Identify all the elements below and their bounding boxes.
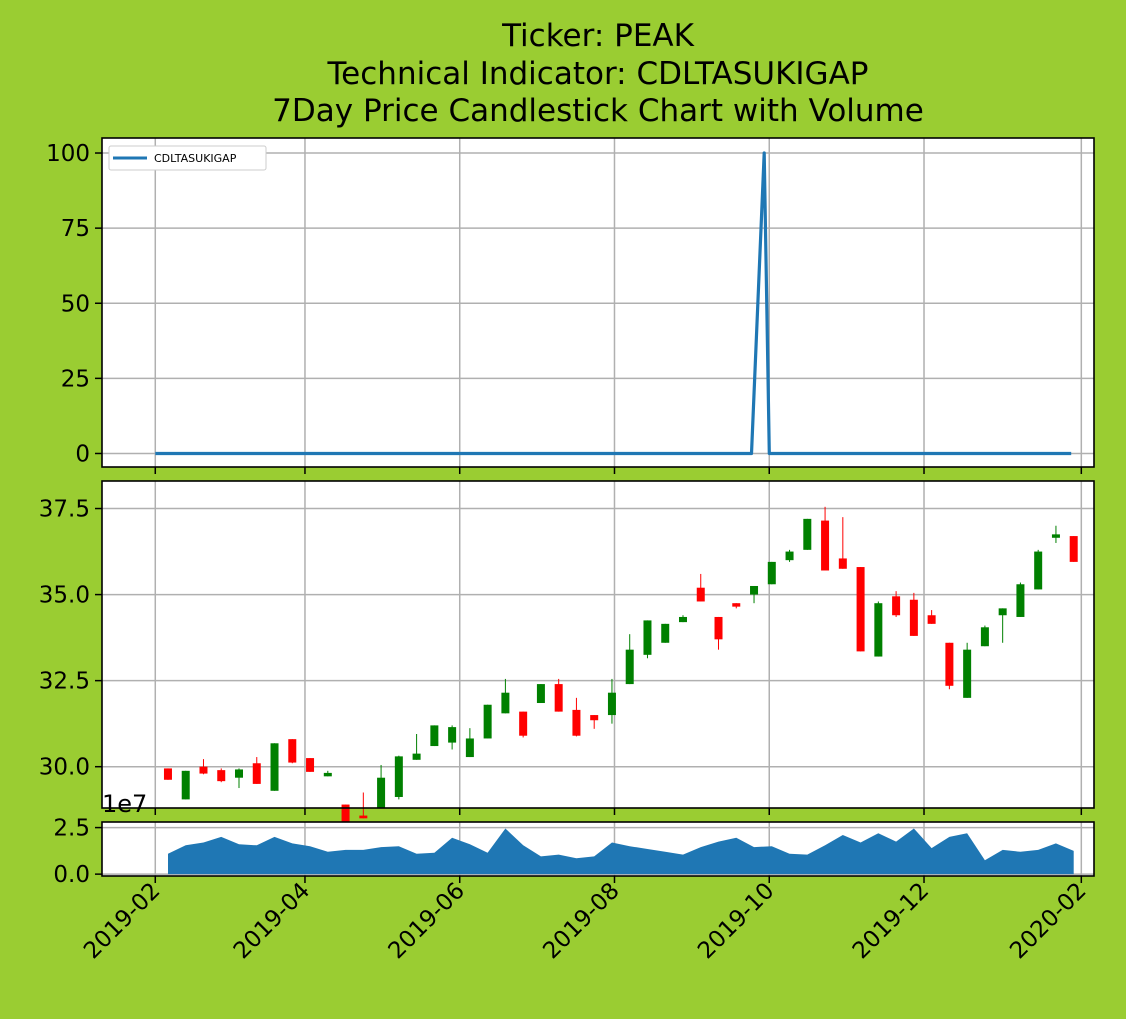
candle-body	[341, 804, 350, 826]
indicator-frame	[101, 137, 1095, 468]
candle-body	[767, 561, 776, 585]
candle-body	[732, 603, 741, 607]
volume-ytick-label: 2.5	[53, 816, 90, 842]
candle-body	[607, 692, 616, 716]
legend-label: CDLTASUKIGAP	[154, 152, 237, 165]
candle-body	[785, 551, 794, 561]
price-plot-area	[102, 481, 1094, 808]
candle-body	[678, 616, 687, 623]
candle-body	[288, 739, 297, 763]
candle-body	[306, 758, 315, 772]
candle-body	[519, 711, 528, 736]
candle-body	[980, 627, 989, 647]
indicator-plot-area	[102, 138, 1094, 467]
candle-body	[909, 599, 918, 636]
candle-body	[572, 709, 581, 736]
candle-body	[856, 567, 865, 652]
candle-body	[714, 616, 723, 640]
candle-body	[483, 704, 492, 739]
candle-body	[323, 772, 332, 777]
candle-body	[1051, 534, 1060, 538]
candle-body	[963, 649, 972, 698]
volume-area	[168, 828, 1074, 875]
candle-body	[696, 587, 705, 602]
candle-body	[163, 768, 172, 780]
indicator-ytick-label: 0	[75, 441, 90, 467]
candle-body	[1069, 536, 1078, 562]
price-ytick-label: 35.0	[39, 583, 90, 609]
candle-body	[181, 770, 190, 800]
chart-title-line-2: Technical Indicator: CDLTASUKIGAP	[327, 56, 869, 92]
indicator-panel: 0 25 50 75 100	[46, 137, 1095, 474]
candle-body	[1016, 584, 1025, 617]
candle-body	[927, 615, 936, 624]
candle-body	[643, 620, 652, 655]
candle-body	[359, 815, 368, 819]
indicator-series-line	[155, 151, 1072, 456]
price-frame	[101, 480, 1095, 809]
volume-ytick-label: 0.0	[53, 862, 90, 888]
chart-title-line-1: Ticker: PEAK	[501, 18, 695, 54]
candle-body	[945, 642, 954, 686]
candle-body	[661, 623, 670, 643]
price-ytick-label: 37.5	[39, 497, 90, 523]
candle-body	[501, 692, 510, 714]
candle-body	[838, 558, 847, 569]
candle-body	[252, 763, 261, 784]
volume-panel: 0.0 2.5	[53, 816, 1095, 888]
candle-body	[536, 684, 545, 704]
volume-frame	[101, 821, 1095, 877]
chart-title-line-3: 7Day Price Candlestick Chart with Volume	[272, 93, 924, 129]
candle-body	[412, 753, 421, 760]
candle-body	[235, 769, 244, 778]
candle-body	[554, 684, 563, 712]
candle-body	[270, 743, 279, 791]
legend-box	[108, 145, 267, 171]
candle-body	[590, 715, 599, 721]
indicator-ytick-label: 100	[46, 141, 90, 167]
indicator-ytick-label: 25	[61, 366, 90, 392]
candle-body	[998, 608, 1007, 616]
indicator-legend: CDLTASUKIGAP	[108, 145, 267, 171]
candle-body	[199, 766, 208, 774]
candle-body	[821, 520, 830, 571]
candle-body	[803, 518, 812, 550]
candle-body	[892, 596, 901, 616]
candle-body	[874, 603, 883, 657]
candle-body	[625, 649, 634, 685]
price-ytick-label: 30.0	[39, 755, 90, 781]
volume-offset-label: 1e7	[102, 790, 147, 818]
candle-body	[750, 585, 759, 595]
candle-body	[430, 725, 439, 747]
candle-body	[465, 738, 474, 758]
candle-body	[377, 777, 386, 808]
price-ytick-label: 32.5	[39, 669, 90, 695]
indicator-ytick-label: 50	[61, 291, 90, 317]
indicator-ytick-label: 75	[61, 216, 90, 242]
candle-body	[1034, 551, 1043, 590]
candle-body	[217, 770, 226, 782]
candle-body	[394, 756, 403, 797]
price-panel: 30.0 32.5 35.0 37.5	[39, 480, 1095, 828]
candle-body	[448, 727, 457, 743]
